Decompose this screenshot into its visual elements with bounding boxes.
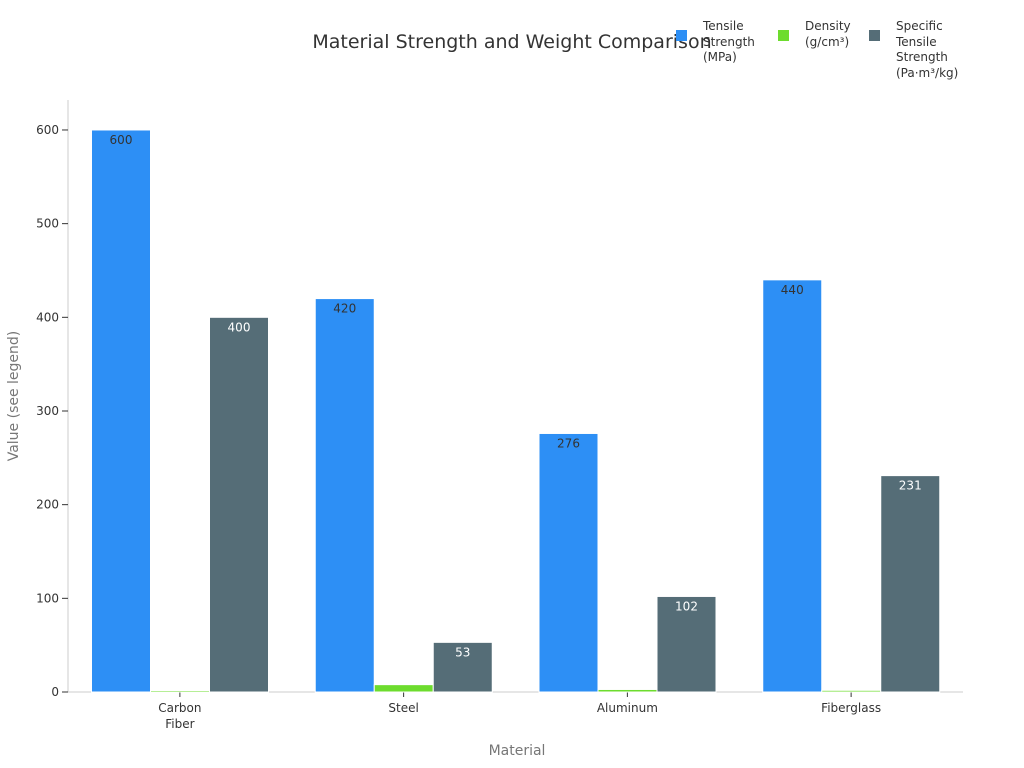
x-axis-label: Material [489,743,546,759]
legend-label-specific-tensile-strength: Specific Tensile Strength (Pa·m³/kg) [896,19,959,80]
data-label-specific-tensile-strength-aluminum: 102 [675,599,698,613]
bar-specific-tensile-strength-steel[interactable] [432,641,493,693]
legend: Tensile Strength (MPa) Density (g/cm³) S… [676,19,976,83]
legend-swatch-specific-tensile-strength [869,30,880,41]
x-tick-label-aluminum: Aluminum [597,701,658,715]
y-tick-label: 200 [36,498,59,512]
y-tick-label: 0 [51,685,59,699]
x-tick-label-fiberglass: Fiberglass [821,701,881,715]
data-label-tensile-strength-fiberglass: 440 [781,283,804,297]
bar-density-aluminum[interactable] [597,688,658,693]
bar-specific-tensile-strength-fiberglass[interactable] [880,475,941,693]
legend-swatch-density [778,30,789,41]
bar-specific-tensile-strength-aluminum[interactable] [656,595,717,693]
data-label-specific-tensile-strength-fiberglass: 231 [899,479,922,493]
y-tick-label: 100 [36,591,59,605]
y-tick-label: 500 [36,217,59,231]
y-tick-label: 600 [36,123,59,137]
data-label-specific-tensile-strength-carbon-fiber: 400 [228,320,251,334]
bar-density-fiberglass[interactable] [821,689,882,693]
bar-specific-tensile-strength-carbon-fiber[interactable] [209,316,269,693]
bar-density-carbon-fiber[interactable] [150,690,210,693]
y-tick-label: 300 [36,404,59,418]
data-label-tensile-strength-aluminum: 276 [557,436,580,450]
legend-item-specific-tensile-strength[interactable]: Specific Tensile Strength (Pa·m³/kg) [869,19,958,81]
axes: 0 100 200 300 400 500 600 Carbon Fiber Steel Alumi… [36,100,963,731]
data-label-specific-tensile-strength-steel: 53 [455,645,470,659]
legend-swatch-tensile-strength [676,30,687,41]
bar-tensile-strength-carbon-fiber[interactable] [91,129,151,693]
bars [91,129,941,693]
legend-item-tensile-strength[interactable]: Tensile Strength (MPa) [676,19,755,66]
bar-density-steel[interactable] [373,684,434,693]
x-tick-label-carbon-fiber: Carbon Fiber [158,701,201,731]
y-tick-label: 400 [36,310,59,324]
data-label-tensile-strength-steel: 420 [333,302,356,316]
legend-label-density: Density (g/cm³) [805,19,851,49]
bar-tensile-strength-steel[interactable] [314,298,375,693]
bar-tensile-strength-aluminum[interactable] [538,432,599,693]
chart-title: Material Strength and Weight Comparison [312,31,712,53]
bar-tensile-strength-fiberglass[interactable] [762,279,823,693]
x-tick-label-steel: Steel [388,701,418,715]
data-label-tensile-strength-carbon-fiber: 600 [110,133,133,147]
y-axis-label: Value (see legend) [6,331,22,462]
data-labels: 600 420 276 440 400 53 102 231 [110,133,922,659]
legend-item-density[interactable]: Density (g/cm³) [778,19,851,50]
legend-label-tensile-strength: Tensile Strength (MPa) [703,19,755,64]
